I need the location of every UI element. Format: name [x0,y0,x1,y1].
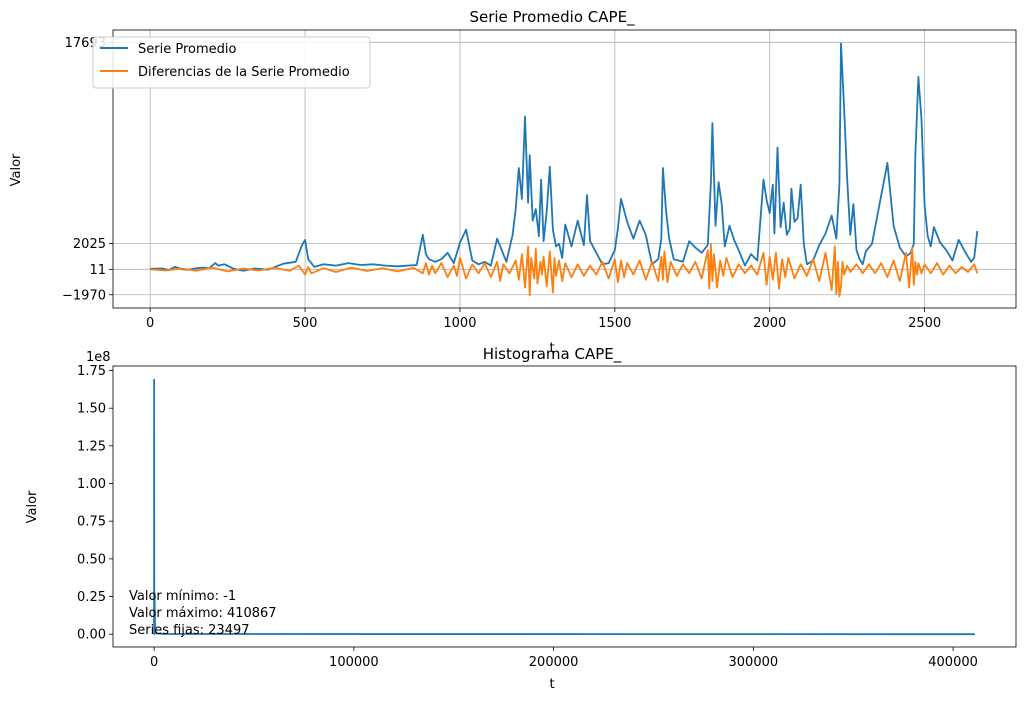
y-tick-label: 1.75 [77,364,106,379]
y-tick-label: 0.25 [77,590,106,605]
y-tick-label: 1.25 [77,439,106,454]
series-line-0-1 [150,242,979,298]
top-chart-frame [112,29,1017,309]
top-chart-title: Serie Promedio CAPE_ [469,8,635,27]
x-tick-label: 2000 [753,316,786,331]
y-tick-label: 2025 [73,237,106,252]
top-chart-xlabel: t [549,341,554,356]
x-tick-label: 1500 [598,316,631,331]
x-tick-label: 200000 [529,655,579,670]
top-chart-ylabel: Valor [9,153,24,186]
x-tick-label: 2500 [908,316,941,331]
bottom-chart-frame [112,365,1017,648]
legend-label-diferencias: Diferencias de la Serie Promedio [138,65,350,80]
y-tick-label: 1.00 [77,477,106,492]
bottom-chart-offset-label: 1e8 [86,350,111,365]
bottom-chart-xlabel: t [549,677,554,692]
bottom-chart: 0 100000 200000 300000 400000 0.00 0.25 0.50 0.7… [25,345,1017,692]
y-tick-label: 0.75 [77,515,106,530]
annotation-fixed: Series fijas: 23497 [129,623,250,638]
annotation-max: Valor máximo: 410867 [129,606,277,621]
x-tick-label: 100000 [329,655,379,670]
x-tick-label: 1000 [443,316,476,331]
series-line-1-0 [153,378,975,636]
annotation-min: Valor mínimo: -1 [129,589,236,604]
x-tick-label: 500 [293,316,318,331]
y-tick-label: 0.50 [77,552,106,567]
x-tick-label: 300000 [729,655,779,670]
y-tick-label: 11 [89,263,106,278]
legend-label-serie: Serie Promedio [138,42,236,57]
series-line-0-0 [150,42,979,272]
x-tick-label: 0 [146,316,154,331]
legend: Serie Promedio Diferencias de la Serie P… [92,36,371,89]
y-tick-label: 0.00 [77,628,106,643]
bottom-chart-ylabel: Valor [25,490,40,523]
bottom-chart-title: Histograma CAPE_ [483,345,622,364]
y-tick-label: −1970 [62,288,106,303]
y-tick-label: 1.50 [77,402,106,417]
x-tick-label: 0 [150,655,158,670]
x-tick-label: 400000 [928,655,978,670]
legend-box [92,36,371,89]
